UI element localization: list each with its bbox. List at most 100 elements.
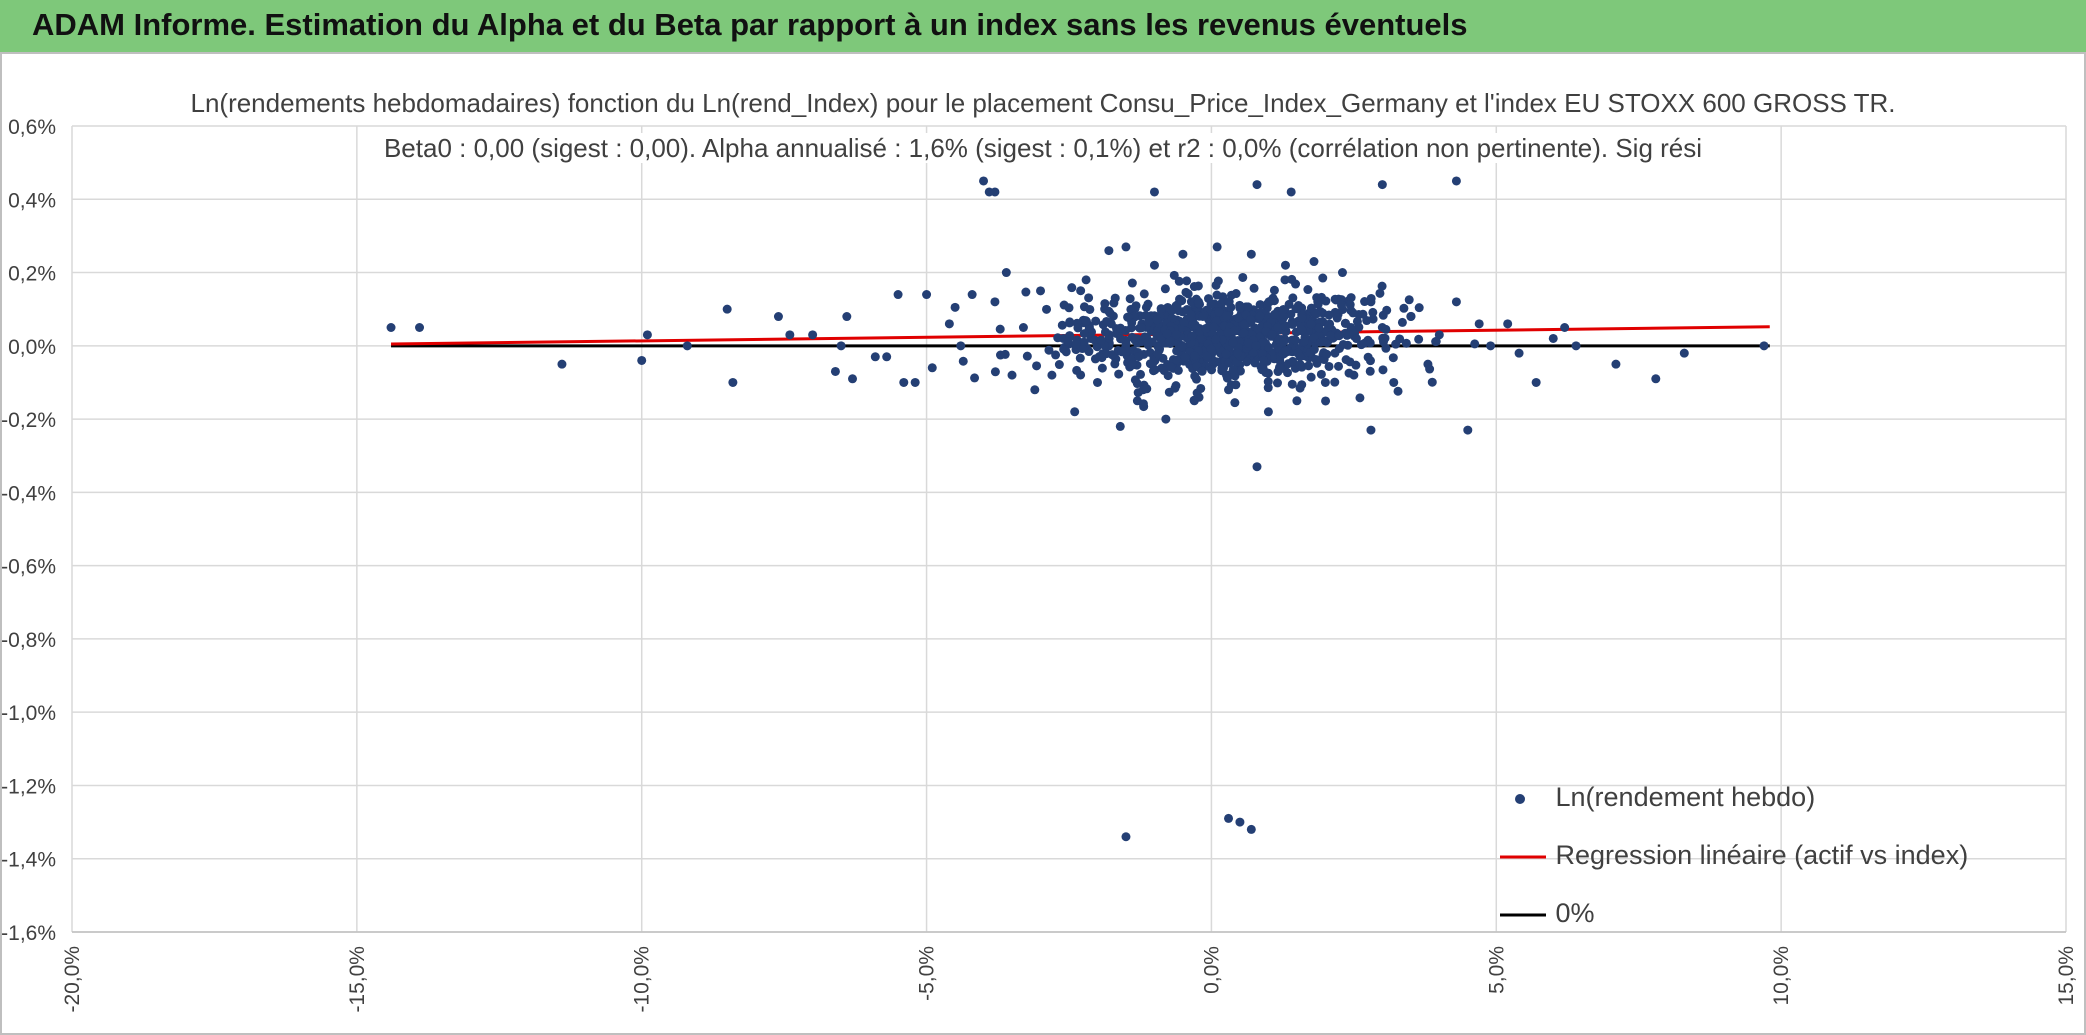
data-point-cluster [1280,346,1290,356]
data-point-cluster [1123,312,1133,322]
data-point [1503,319,1513,329]
data-point-cluster [1116,334,1126,344]
data-point-cluster [1130,304,1140,314]
data-point [1252,180,1262,190]
data-point-cluster [1351,334,1361,344]
data-point [1679,348,1689,358]
data-point [990,297,1000,307]
data-point-cluster [1193,281,1203,291]
data-point-cluster [1239,328,1249,338]
data-point [1070,407,1080,417]
data-point-cluster [1330,377,1340,387]
y-tick-label: -0,2% [2,409,56,432]
data-point-cluster [970,373,980,383]
data-point-cluster [1325,319,1335,329]
data-point-cluster [1291,304,1301,314]
data-point [1548,333,1558,343]
data-point-cluster [1073,323,1083,333]
data-point-cluster [1096,335,1106,345]
data-point-cluster [1197,366,1207,376]
data-point [557,359,567,369]
data-point-cluster [1230,325,1240,335]
data-point-cluster [1115,323,1125,333]
legend-marker-regression-line [1500,855,1546,859]
data-point-cluster [1149,366,1159,376]
data-point-cluster [1182,276,1192,286]
data-point-cluster [1091,316,1101,326]
data-point-cluster [1238,272,1248,282]
data-point [1149,187,1159,197]
data-point-cluster [1280,275,1290,285]
data-point-cluster [1186,309,1196,319]
data-point [1486,341,1496,351]
data-point-cluster [1263,383,1273,393]
y-tick-label: 0,4% [8,189,56,212]
data-point-cluster [1287,319,1297,329]
data-point-cluster [1076,286,1086,296]
data-point-cluster [1303,285,1313,295]
data-point-cluster [1235,303,1245,313]
data-point-cluster [1295,359,1305,369]
data-point-cluster [1365,366,1375,376]
data-point [830,366,840,376]
data-point-cluster [1206,344,1216,354]
data-point-cluster [1223,297,1233,307]
data-point-cluster [1209,322,1219,332]
data-point-cluster [1100,299,1110,309]
data-point-cluster [990,367,1000,377]
data-point [1759,341,1769,351]
data-point-cluster [1255,300,1265,310]
data-point-cluster [1404,295,1414,305]
data-point-cluster [1202,351,1212,361]
data-point-cluster [958,356,968,366]
data-point-cluster [1085,304,1095,314]
data-point [848,374,858,384]
data-point-cluster [1163,371,1173,381]
data-point-cluster [1309,345,1319,355]
data-point [910,377,920,387]
data-point-cluster [1000,349,1010,359]
y-tick-label: 0,0% [8,336,56,359]
data-point-cluster [1170,383,1180,393]
data-point-cluster [1278,304,1288,314]
axis-layer: 0,6% 0,4% 0,2% 0,0% -0,2% -0,4% -0,6% -0,8% -1,0… [2,116,2078,1013]
data-point [1224,813,1234,823]
data-point [1246,249,1256,259]
chart-title-line-2: Beta0 : 0,00 (sigest : 0,00). Alpha annu… [377,133,1709,163]
legend-marker-dot [1515,793,1525,804]
data-point-cluster [1427,377,1437,387]
data-point-cluster [1032,361,1042,371]
legend-item-regression: Regression linéaire (actif vs index) [1498,840,1968,872]
data-point-cluster [1231,289,1241,299]
data-point [927,363,937,373]
data-point-cluster [1322,349,1332,359]
data-point-cluster [1079,329,1089,339]
data-point-cluster [1190,320,1200,330]
data-point-cluster [1090,335,1100,345]
data-point-cluster [1171,301,1181,311]
header-bar: ADAM Informe. Estimation du Alpha et du … [0,0,2086,52]
data-point-cluster [1108,311,1118,321]
data-point [1366,425,1376,435]
data-point-cluster [1313,297,1323,307]
y-tick-label: -0,4% [2,482,56,505]
data-point [1514,348,1524,358]
data-point [1178,249,1188,259]
data-point-cluster [1311,354,1321,364]
data-point [1263,407,1273,417]
y-tick-label: -0,8% [2,629,56,652]
data-point-cluster [1211,335,1221,345]
data-point-cluster [1138,399,1148,409]
legend-label-scatter: Ln(rendement hebdo) [1555,782,1816,812]
data-point-cluster [1144,317,1154,327]
y-tick-label: -1,0% [2,702,56,725]
data-point-cluster [1125,294,1135,304]
data-point-cluster [1194,297,1204,307]
data-point-cluster [1269,285,1279,295]
data-point-cluster [1110,359,1120,369]
data-point [1001,268,1011,278]
data-point-cluster [1243,338,1253,348]
data-point-cluster [1021,287,1031,297]
data-point [1081,275,1091,285]
data-point-cluster [1414,334,1424,344]
